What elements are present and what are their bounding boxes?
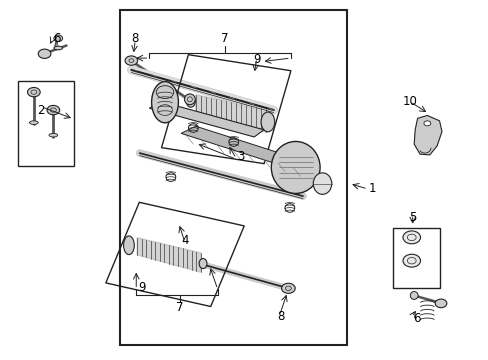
Circle shape <box>27 87 40 97</box>
Ellipse shape <box>151 82 178 123</box>
Ellipse shape <box>313 173 331 194</box>
Text: 8: 8 <box>276 310 284 323</box>
Ellipse shape <box>186 96 195 107</box>
Bar <box>18 81 74 166</box>
Ellipse shape <box>49 134 58 137</box>
Polygon shape <box>137 238 200 272</box>
Text: 2: 2 <box>37 104 44 117</box>
Text: 7: 7 <box>176 301 183 314</box>
Polygon shape <box>181 126 307 169</box>
Ellipse shape <box>123 236 134 255</box>
Text: 8: 8 <box>131 32 139 45</box>
Text: 10: 10 <box>402 95 417 108</box>
Text: 5: 5 <box>408 211 416 224</box>
Bar <box>120 10 346 345</box>
Bar <box>392 228 439 288</box>
Circle shape <box>47 105 60 115</box>
Ellipse shape <box>184 94 195 105</box>
Circle shape <box>125 56 138 65</box>
Polygon shape <box>413 116 441 155</box>
Ellipse shape <box>271 141 320 193</box>
Ellipse shape <box>29 121 38 125</box>
Text: 4: 4 <box>181 234 188 247</box>
Circle shape <box>434 299 446 308</box>
Text: 3: 3 <box>237 150 244 163</box>
Polygon shape <box>149 101 264 137</box>
Ellipse shape <box>54 46 62 50</box>
Circle shape <box>402 231 420 244</box>
Circle shape <box>38 49 51 58</box>
Ellipse shape <box>409 292 417 300</box>
Circle shape <box>423 121 430 126</box>
Circle shape <box>402 254 420 267</box>
Ellipse shape <box>261 112 274 132</box>
Text: 6: 6 <box>53 32 61 45</box>
Text: 9: 9 <box>138 281 145 294</box>
Text: 9: 9 <box>252 53 260 66</box>
Text: 1: 1 <box>368 183 376 195</box>
Text: 7: 7 <box>221 32 228 45</box>
Circle shape <box>54 35 62 41</box>
Ellipse shape <box>199 258 206 269</box>
Circle shape <box>281 283 295 293</box>
Text: 6: 6 <box>412 311 419 325</box>
Polygon shape <box>195 95 266 132</box>
